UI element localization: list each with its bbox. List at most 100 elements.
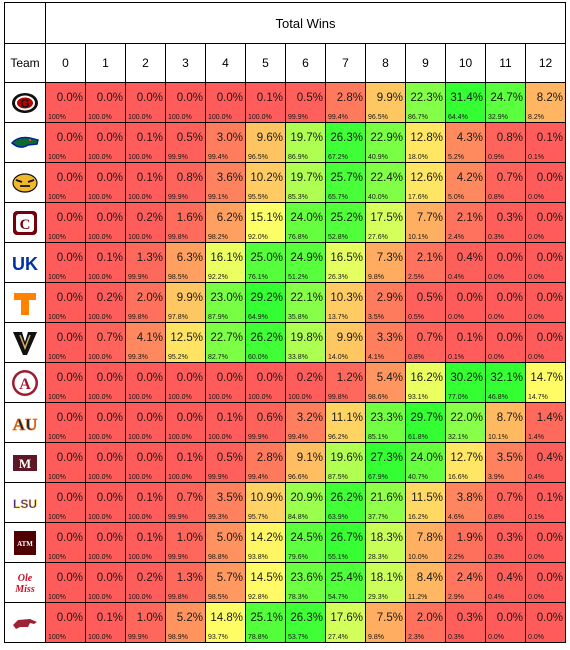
heatmap-cell: 6.3% 98.5% (165, 242, 206, 283)
table-row: M 0.0% 100% 0.0% 100.0% 0.0% 100.0% 0.1% 100.0% 0… (4, 442, 566, 483)
cumulative-probability-label: 100.0% (168, 474, 192, 481)
win-probability-label: 22.4% (370, 172, 403, 184)
cumulative-probability-label: 27.4% (328, 634, 348, 641)
cumulative-probability-label: 3.9% (488, 474, 504, 481)
cumulative-probability-label: 76.1% (248, 274, 268, 281)
heatmap-cell: 0.0% 0.0% (525, 282, 566, 323)
team-logo-cell (4, 602, 46, 643)
wins-header-1: 1 (85, 43, 126, 83)
cumulative-probability-label: 100.0% (88, 234, 112, 241)
heatmap-cell: 0.0% 100% (45, 482, 86, 523)
heatmap-cell: 0.0% 100.0% (85, 442, 126, 483)
win-probability-label: 0.0% (496, 612, 523, 624)
heatmap-cell: 0.0% 0.0% (525, 202, 566, 243)
cumulative-probability-label: 99.4% (288, 434, 308, 441)
heatmap-cell: 0.0% 100% (45, 162, 86, 203)
heatmap-cell: 0.2% 100.0% (125, 562, 166, 603)
heatmap-cell: 0.1% 100.0% (245, 82, 286, 123)
cumulative-probability-label: 77.0% (448, 394, 468, 401)
cumulative-probability-label: 98.5% (168, 274, 188, 281)
win-probability-label: 1.6% (176, 212, 203, 224)
heatmap-cell: 31.4% 64.4% (445, 82, 486, 123)
cumulative-probability-label: 0.0% (528, 354, 544, 361)
heatmap-cell: 0.0% 0.0% (525, 322, 566, 363)
win-probability-label: 0.0% (176, 372, 203, 384)
win-probability-label: 0.0% (56, 412, 83, 424)
heatmap-cell: 24.0% 40.7% (405, 442, 446, 483)
heatmap-cell: 16.1% 92.2% (205, 242, 246, 283)
heatmap-cell: 20.9% 84.8% (285, 482, 326, 523)
heatmap-cell: 0.0% 100% (45, 242, 86, 283)
chart-title: Total Wins (45, 2, 566, 44)
win-probability-label: 0.0% (176, 412, 203, 424)
win-probability-label: 0.0% (96, 212, 123, 224)
cumulative-probability-label: 100.0% (88, 194, 112, 201)
cumulative-probability-label: 78.3% (288, 594, 308, 601)
cumulative-probability-label: 100% (48, 154, 66, 161)
cumulative-probability-label: 100% (48, 634, 66, 641)
win-probability-label: 0.0% (536, 572, 563, 584)
cumulative-probability-label: 100.0% (128, 154, 152, 161)
win-probability-label: 0.1% (136, 172, 163, 184)
cumulative-probability-label: 3.5% (368, 314, 384, 321)
heatmap-cell: 22.3% 86.7% (405, 82, 446, 123)
win-probability-label: 18.3% (370, 532, 403, 544)
win-probability-label: 0.2% (136, 572, 163, 584)
win-probability-label: 18.1% (370, 572, 403, 584)
cumulative-probability-label: 37.7% (368, 514, 388, 521)
win-probability-label: 3.3% (376, 332, 403, 344)
win-probability-label: 19.7% (290, 172, 323, 184)
cumulative-probability-label: 9.8% (368, 634, 384, 641)
cumulative-probability-label: 0.3% (488, 554, 504, 561)
cumulative-probability-label: 0.0% (528, 594, 544, 601)
cumulative-probability-label: 96.6% (288, 474, 308, 481)
heatmap-cell: 26.7% 55.1% (325, 522, 366, 563)
heatmap-cell: 3.8% 4.6% (445, 482, 486, 523)
win-probability-label: 0.5% (176, 132, 203, 144)
heatmap-cell: 18.1% 29.3% (365, 562, 406, 603)
win-probability-label: 0.0% (216, 372, 243, 384)
cumulative-probability-label: 99.9% (128, 634, 148, 641)
svg-text:ATM: ATM (17, 540, 33, 548)
heatmap-cell: 0.0% 100.0% (125, 82, 166, 123)
table-row: 0.0% 100% 0.1% 100.0% 1.0% 99.9% 5.2% 98.9% 14.8… (4, 602, 566, 643)
win-probability-label: 27.3% (370, 452, 403, 464)
win-probability-label: 0.1% (136, 132, 163, 144)
heatmap-cell: 0.0% 100.0% (165, 402, 206, 443)
cumulative-probability-label: 84.8% (288, 514, 308, 521)
cumulative-probability-label: 100.0% (208, 394, 232, 401)
win-probability-label: 22.9% (370, 132, 403, 144)
cumulative-probability-label: 8.2% (528, 114, 544, 121)
cumulative-probability-label: 18.0% (408, 154, 428, 161)
wins-header-12: 12 (525, 43, 566, 83)
cumulative-probability-label: 100.0% (128, 594, 152, 601)
win-probability-label: 16.5% (330, 252, 363, 264)
cumulative-probability-label: 33.8% (288, 354, 308, 361)
heatmap-cell: 0.0% 100% (45, 362, 86, 403)
win-probability-label: 29.2% (250, 292, 283, 304)
heatmap-cell: 0.3% 0.3% (485, 202, 526, 243)
heatmap-cell: 0.0% 100.0% (205, 362, 246, 403)
win-probability-label: 1.4% (536, 412, 563, 424)
heatmap-cell: 0.5% 99.9% (205, 442, 246, 483)
heatmap-cell: 16.2% 93.1% (405, 362, 446, 403)
heatmap-cell: 24.7% 32.9% (485, 82, 526, 123)
cumulative-probability-label: 99.9% (128, 274, 148, 281)
heatmap-cell: 26.2% 63.9% (325, 482, 366, 523)
heatmap-cell: 12.7% 16.6% (445, 442, 486, 483)
heatmap-cell: 25.4% 54.7% (325, 562, 366, 603)
win-probability-label: 23.0% (210, 292, 243, 304)
win-probability-label: 25.1% (250, 612, 283, 624)
win-probability-label: 25.7% (330, 172, 363, 184)
win-probability-label: 0.0% (56, 612, 83, 624)
heatmap-cell: 5.7% 98.5% (205, 562, 246, 603)
win-probability-label: 1.0% (136, 612, 163, 624)
cumulative-probability-label: 2.3% (408, 634, 424, 641)
corner-cell (4, 2, 46, 44)
win-probability-label: 21.6% (370, 492, 403, 504)
cumulative-probability-label: 1.4% (528, 434, 544, 441)
cumulative-probability-label: 99.4% (208, 154, 228, 161)
win-probability-label: 0.0% (176, 92, 203, 104)
cumulative-probability-label: 100.0% (88, 274, 112, 281)
cumulative-probability-label: 0.0% (488, 634, 504, 641)
